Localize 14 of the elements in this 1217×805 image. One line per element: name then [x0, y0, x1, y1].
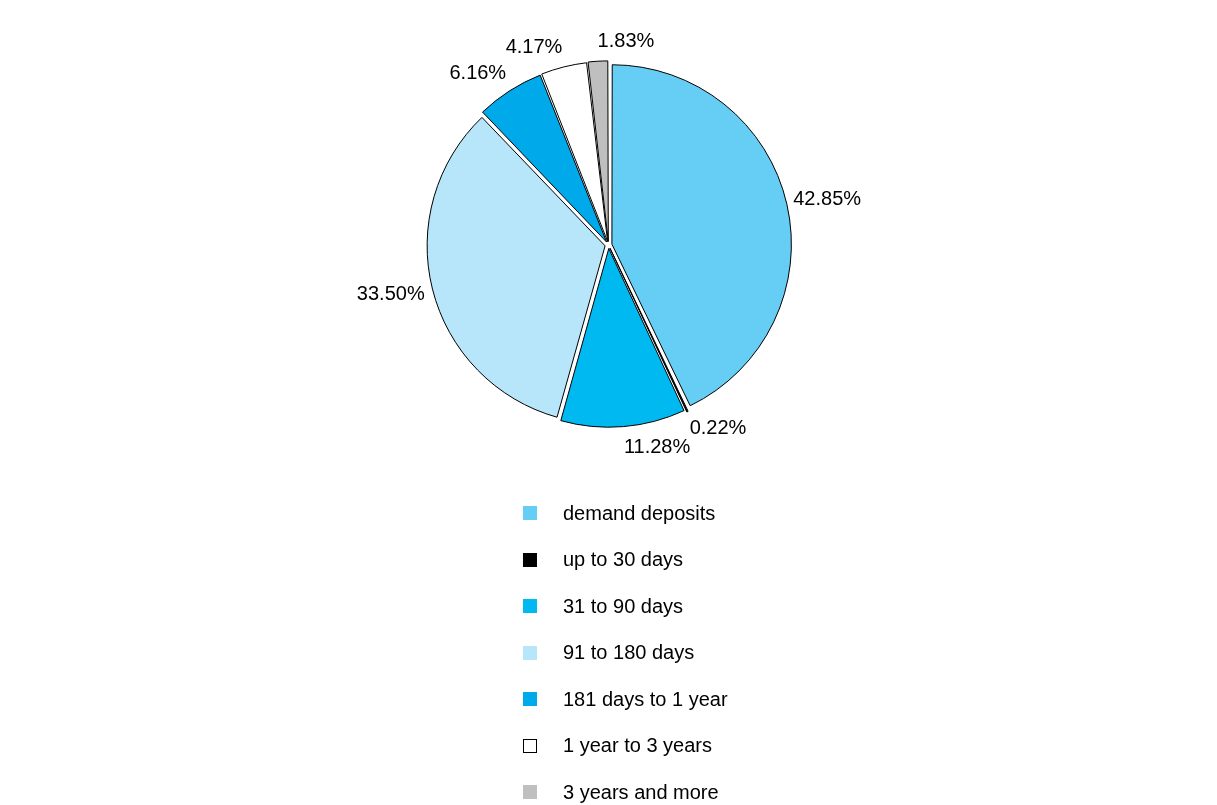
legend-label: up to 30 days: [563, 548, 684, 572]
data-label: 33.50%: [356, 281, 425, 304]
legend-label: 91 to 180 days: [563, 641, 695, 665]
data-label: 4.17%: [505, 35, 563, 58]
data-label: 42.85%: [793, 187, 862, 210]
legend-label: 3 years and more: [563, 780, 719, 804]
data-label: 1.83%: [597, 29, 655, 52]
legend-label: 1 year to 3 years: [563, 734, 712, 758]
legend-label: 181 days to 1 year: [563, 687, 728, 711]
data-label: 0.22%: [689, 416, 747, 439]
data-label: 11.28%: [623, 435, 691, 458]
data-label: 6.16%: [449, 61, 507, 84]
legend-label: demand deposits: [563, 501, 716, 525]
legend-label: 31 to 90 days: [563, 594, 684, 618]
